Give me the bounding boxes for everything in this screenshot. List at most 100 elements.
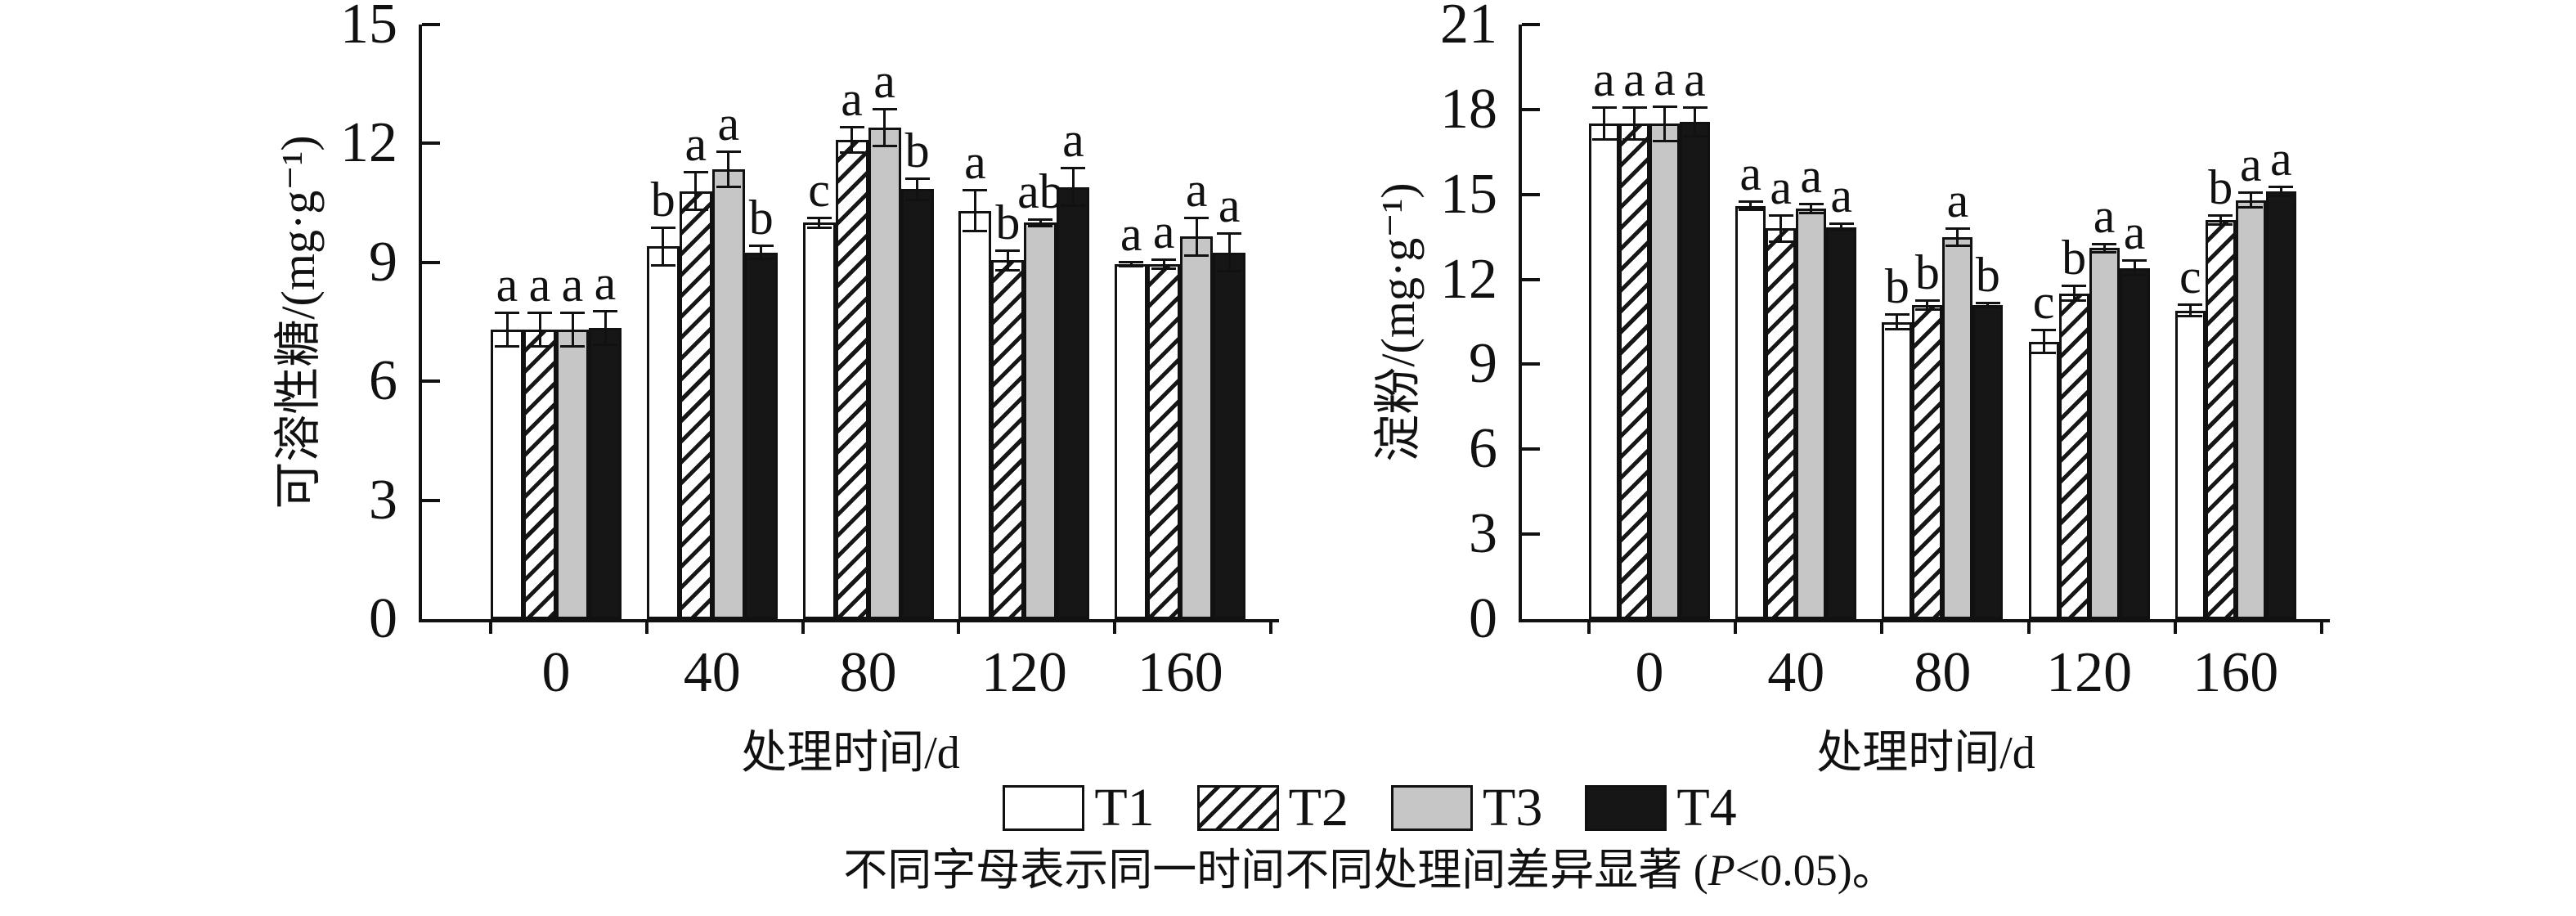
error-bar [495,312,519,348]
error-bar-line [2072,287,2076,300]
bar-t3-day40 [711,168,745,619]
error-bar-line [1071,169,1075,204]
error-bar-line [2249,194,2252,207]
y-tick-label: 21 [1440,0,1497,56]
bar-t2-day0 [523,330,556,619]
y-tick-label: 15 [1440,162,1497,226]
sig-letter: b [2062,231,2087,285]
error-bar [2178,303,2203,318]
x-tick-label: 120 [2046,641,2133,704]
error-bar-line [1129,263,1133,266]
error-bar [1798,203,1824,214]
y-tick-label: 12 [1440,247,1497,311]
sig-letter: a [528,258,551,312]
x-tick [2320,622,2323,634]
x-tick-label: 0 [1635,641,1664,704]
x-tick [801,622,805,634]
y-tick [422,379,440,384]
bar-t4-day160 [2265,191,2296,619]
error-bar-line [1749,202,1752,209]
caption-pvalue: <0.05)。 [1735,846,1896,895]
sig-letter: c [2032,275,2055,330]
error-bar [1184,217,1209,257]
error-bar [593,309,617,346]
bar-t2-day160 [2205,219,2236,619]
sig-letter: b [1914,245,1940,299]
error-bar-line [1694,109,1696,136]
error-bar [1975,301,2000,308]
sig-letter: a [1739,146,1761,200]
y-axis-label: 可溶性糖/(mg·g⁻¹) [272,134,325,510]
x-tick-label: 40 [683,641,741,704]
error-bar [1591,106,1617,141]
sig-letter: a [1062,113,1084,168]
x-tick [957,622,961,634]
y-tick-label: 0 [369,587,397,650]
error-bar-line [727,152,730,186]
bar-t1-day40 [1735,205,1766,619]
bar-t3-day80 [868,128,901,619]
legend-swatch-t3 [1391,785,1473,831]
error-bar [748,244,774,261]
bar-t3-day0 [556,330,589,619]
error-bar [1622,106,1647,141]
bar-t4-day0 [589,327,622,619]
legend-swatch-t2 [1196,785,1279,831]
x-axis-label: 处理时间/d [1816,728,2035,779]
y-tick [1522,277,1540,281]
x-tick [1113,622,1117,634]
error-bar-line [1006,251,1009,269]
sig-letter: a [717,96,740,150]
x-tick-label: 80 [1914,641,1972,704]
caption-p-symbol: P [1708,846,1735,895]
error-bar-line [604,312,607,344]
error-bar [1119,261,1144,268]
error-bar [716,150,741,189]
error-bar [2269,186,2294,198]
error-bar-line [1810,205,1813,212]
y-tick [1522,192,1540,196]
error-bar [2208,213,2233,226]
sig-letter: b [995,195,1021,249]
error-bar-line [571,314,574,345]
y-tick [422,498,440,502]
error-bar-line [1162,260,1165,268]
error-bar-line [538,314,541,345]
y-tick-label: 3 [1469,502,1497,566]
error-bar-line [2042,331,2045,352]
y-tick-label: 6 [369,349,397,413]
error-bar-line [1633,109,1636,138]
sig-letter: b [650,173,675,227]
y-tick [1522,107,1540,111]
x-tick [1734,622,1738,634]
error-bar [1829,222,1854,231]
error-bar [1945,227,1970,247]
x-tick [2173,622,2177,634]
error-bar-line [505,314,509,345]
y-axis-label: 淀粉/(mg·g⁻¹) [1371,182,1425,462]
error-bar [1217,232,1242,272]
error-bar-line [694,173,698,209]
error-bar [1768,213,1793,243]
sig-letter: a [1770,159,1792,214]
sig-letter: a [684,117,707,172]
sig-letter: b [748,190,774,245]
bar-t3-day80 [1942,236,1973,619]
sig-letter: a [964,135,986,190]
y-tick [1522,447,1540,451]
legend-item-t2: T2 [1196,780,1349,836]
bar-t2-day160 [1147,264,1181,619]
error-bar [1884,313,1910,330]
sig-letter: a [1218,178,1241,233]
bar-t4-day80 [1972,304,2004,619]
sig-letter: a [1120,207,1142,262]
y-tick-label: 0 [1469,587,1497,650]
error-bar-line [1039,220,1042,226]
figure-caption: 不同字母表示同一时间不同处理间差异显著 (P<0.05)。 [82,844,2576,896]
bar-t1-day0 [1589,123,1619,619]
error-bar [1061,167,1086,207]
bar-t2-day120 [2058,293,2089,619]
x-tick-label: 160 [1137,641,1223,704]
y-tick-label: 6 [1469,417,1497,481]
